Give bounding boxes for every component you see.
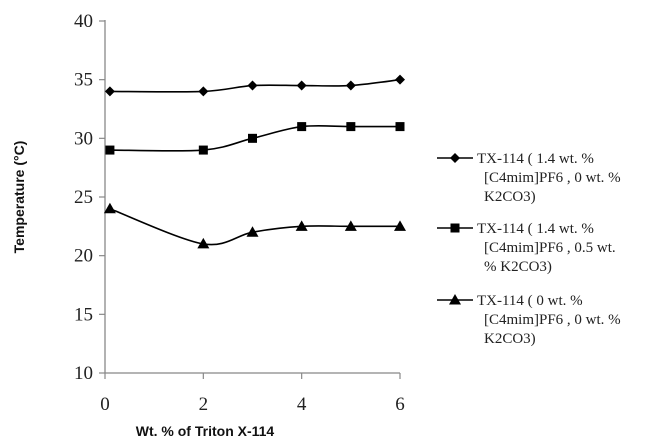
y-tick-label: 20 [74,246,93,267]
y-tick-label: 40 [74,11,93,32]
data-point [345,80,356,91]
x-tick-label: 4 [297,394,307,415]
legend-label: [C4mim]PF6 , 0 wt. % [484,170,621,186]
data-point [297,122,307,132]
series-square [105,122,405,155]
data-point [248,133,257,143]
y-axis-title: Temperature (°C) [11,141,27,254]
data-point [105,145,115,155]
series-layer [103,74,406,249]
axes: 10 15 20 25 30 35 40 0 2 4 6 [74,11,405,415]
x-tick-label: 6 [395,394,405,415]
series-line [109,207,400,246]
legend-label: K2CO3) [484,189,536,205]
legend-entry: TX-114 ( 0 wt. % [C4mim]PF6 , 0 wt. % K2CO… [437,293,621,347]
legend-label: K2CO3) [484,331,536,347]
data-point [247,80,258,91]
legend-label: % K2CO3) [484,259,552,275]
x-axis-title: Wt. % of Triton X-114 [136,423,275,439]
data-point [246,226,259,237]
y-tick-label: 25 [74,187,93,208]
data-point [198,86,209,97]
y-tick-label: 15 [74,304,93,325]
data-point [295,220,308,231]
data-point [395,122,405,132]
legend: TX-114 ( 1.4 wt. % [C4mim]PF6 , 0 wt. % K2… [437,151,621,347]
legend-label: TX-114 ( 1.4 wt. % [477,151,594,167]
data-point [344,220,357,231]
legend-label: TX-114 ( 0 wt. % [477,293,583,309]
legend-entry: TX-114 ( 1.4 wt. % [C4mim]PF6 , 0.5 wt. % … [437,221,616,275]
x-tick-label: 2 [199,394,209,415]
legend-label: [C4mim]PF6 , 0 wt. % [484,312,621,328]
data-point [394,220,406,231]
series-diamond [104,74,405,97]
y-tick-label: 10 [74,363,93,384]
y-tick-label: 35 [74,70,93,91]
legend-entry: TX-114 ( 1.4 wt. % [C4mim]PF6 , 0 wt. % K2… [437,151,621,205]
legend-marker [449,294,461,305]
data-point [346,122,356,132]
legend-marker [450,153,460,163]
data-point [395,74,405,85]
data-point [103,202,116,214]
series-triangle [103,202,406,249]
legend-label: [C4mim]PF6 , 0.5 wt. [484,240,616,256]
data-point [296,80,307,91]
y-tick-label: 30 [74,128,93,149]
legend-label: TX-114 ( 1.4 wt. % [477,221,594,237]
legend-marker [450,223,460,233]
data-point [198,145,208,155]
data-point [197,237,210,249]
data-point [104,86,115,97]
x-tick-label: 0 [100,394,110,415]
